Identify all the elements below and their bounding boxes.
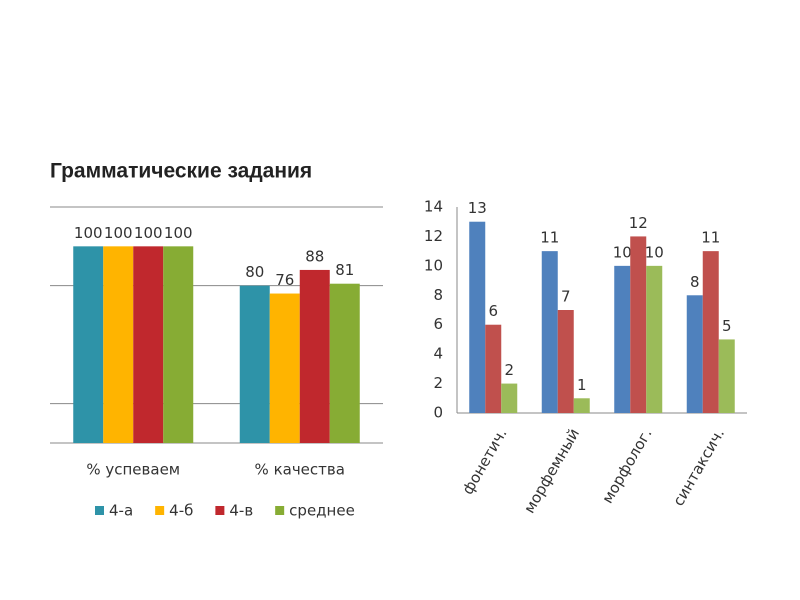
data-label: 12 [629,214,648,232]
data-label: 7 [561,288,571,306]
y-tick-label: 6 [433,315,443,333]
data-label: 80 [245,263,264,281]
bar [329,283,360,443]
bar [469,221,486,413]
legend-swatch [215,506,225,515]
x-tick-label: % качества [255,461,345,479]
legend-swatch [275,506,285,515]
data-label: 2 [504,361,514,379]
data-label: 76 [275,271,294,289]
x-tick-label: % успеваем [86,461,180,479]
bar [646,265,663,413]
legend-swatch [155,506,165,515]
data-label: 1 [577,376,587,394]
bar [269,293,300,443]
bar [501,383,518,413]
x-tick-label: морфемный [520,425,583,516]
data-label: 8 [690,273,700,291]
x-tick-label: фонетич. [458,425,510,497]
data-label: 11 [701,229,720,247]
bar [718,339,735,413]
data-label: 100 [164,224,193,242]
bar [557,310,574,413]
y-tick-label: 14 [424,198,443,216]
chart-title: Грамматические задания [50,160,312,183]
data-label: 10 [613,243,632,261]
y-tick-label: 8 [433,286,443,304]
bar [239,285,270,443]
data-label: 81 [335,261,354,279]
legend-label: среднее [289,502,355,520]
data-label: 10 [645,243,664,261]
legend-label: 4-б [169,502,193,520]
data-label: 100 [74,224,103,242]
bar [299,269,330,443]
bar [133,246,164,443]
legend-label: 4-в [229,502,253,520]
bar [163,246,194,443]
bar [573,398,590,413]
y-tick-label: 10 [424,256,443,274]
x-tick-label: синтаксич. [669,425,728,509]
y-tick-label: 0 [433,404,443,422]
bar [686,295,703,413]
y-tick-label: 12 [424,227,443,245]
bar [614,265,631,413]
y-tick-label: 2 [433,374,443,392]
bar [541,251,558,413]
data-label: 6 [488,302,498,320]
data-label: 13 [468,199,487,217]
legend-swatch [95,506,104,515]
data-label: 5 [722,317,732,335]
data-label: 88 [305,247,324,265]
x-tick-label: морфолог. [598,425,655,506]
bar [702,251,719,413]
bar [103,246,134,443]
legend-label: 4-а [109,502,133,520]
bar [485,324,502,413]
y-tick-label: 4 [433,345,443,363]
bar [73,246,104,443]
data-label: 100 [134,224,163,242]
data-label: 100 [104,224,133,242]
bar [630,236,647,413]
data-label: 11 [540,229,559,247]
